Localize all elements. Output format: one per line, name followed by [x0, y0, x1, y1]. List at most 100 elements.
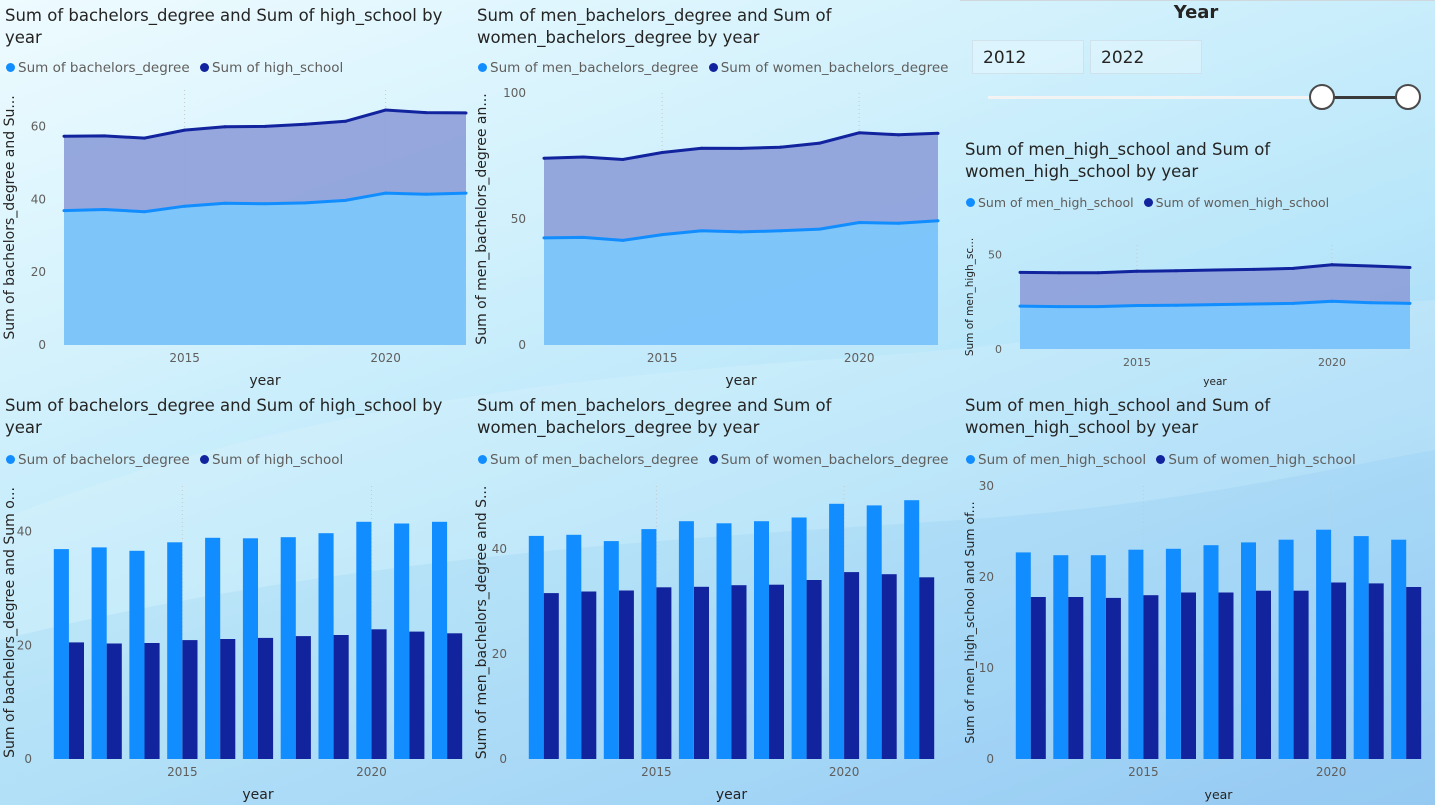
data-point-series-2 — [936, 131, 940, 135]
legend-item[interactable]: Sum of high_school — [199, 60, 343, 76]
bar-series-1 — [866, 505, 882, 759]
bar-series-1 — [904, 500, 920, 759]
x-tick-label: 2020 — [829, 765, 860, 779]
bar-series-1 — [603, 541, 619, 759]
data-point-series-1 — [581, 235, 585, 239]
data-point-series-1 — [303, 201, 307, 205]
area-chart[interactable]: 0 50 100 2015 2020 year Sum of men_bachelors_d… — [472, 80, 952, 395]
legend-item[interactable]: Sum of women_bachelors_degree — [708, 60, 949, 76]
y-tick-label: 20 — [979, 570, 994, 584]
top-divider — [960, 0, 1435, 1]
x-axis-title: year — [1203, 376, 1227, 388]
data-point-series-1 — [1330, 299, 1334, 303]
legend-label: Sum of women_bachelors_degree — [720, 60, 949, 76]
y-tick-label: 0 — [995, 343, 1002, 356]
data-point-series-2 — [1330, 263, 1334, 267]
data-point-series-1 — [142, 210, 146, 214]
x-tick-label: 2015 — [641, 765, 672, 779]
data-point-series-2 — [857, 131, 861, 135]
data-point-series-2 — [183, 128, 187, 132]
y-tick-label: 40 — [31, 192, 46, 206]
data-point-series-1 — [1369, 301, 1373, 305]
bar-series-2 — [295, 636, 311, 759]
slider-start-handle[interactable] — [1309, 84, 1335, 110]
area-chart[interactable]: 0 50 2015 2020 year Sum of men_high_sc... — [960, 215, 1430, 395]
legend-label: Sum of bachelors_degree — [18, 452, 190, 468]
y-axis-title: Sum of men_high_sc... — [964, 238, 976, 356]
slicer-start-input[interactable]: 2012 — [972, 40, 1084, 74]
data-point-series-2 — [621, 158, 625, 162]
bar-series-2 — [806, 580, 822, 759]
data-point-series-1 — [936, 219, 940, 223]
data-point-series-2 — [223, 125, 227, 129]
area-chart[interactable]: 0 20 40 60 2015 2020 year Sum of bachelors_degr… — [0, 80, 475, 395]
legend-label: Sum of men_high_school — [978, 195, 1134, 210]
x-tick-label: 2015 — [169, 351, 200, 365]
bar-series-1 — [432, 521, 448, 759]
bar-series-1 — [791, 517, 807, 759]
legend-item[interactable]: Sum of bachelors_degree — [6, 452, 190, 468]
y-tick-label: 100 — [503, 86, 526, 100]
data-point-series-1 — [223, 201, 227, 205]
bar-series-2 — [1143, 595, 1159, 759]
legend-item[interactable]: Sum of women_high_school — [1156, 452, 1356, 468]
bar-series-1 — [356, 521, 372, 759]
legend-item[interactable]: Sum of women_high_school — [1143, 195, 1329, 210]
data-point-series-2 — [62, 134, 66, 138]
x-tick-label: 2015 — [647, 351, 678, 365]
data-point-series-1 — [660, 233, 664, 237]
bar-series-2 — [182, 640, 198, 759]
chart-title: Sum of men_high_school and Sum of women_… — [965, 396, 1271, 437]
legend-item[interactable]: Sum of men_high_school — [966, 452, 1146, 468]
slider-track[interactable] — [988, 96, 1408, 99]
data-point-series-1 — [1018, 304, 1022, 308]
y-tick-label: 40 — [492, 542, 507, 556]
legend-item[interactable]: Sum of men_high_school — [966, 195, 1134, 210]
bar-series-2 — [581, 591, 597, 759]
bar-series-1 — [167, 542, 183, 759]
bar-series-2 — [769, 584, 784, 759]
data-point-series-2 — [778, 145, 782, 149]
x-tick-label: 2020 — [1316, 765, 1347, 779]
data-point-series-2 — [102, 134, 106, 138]
data-point-series-1 — [818, 227, 822, 231]
legend-item[interactable]: Sum of bachelors_degree — [6, 60, 190, 76]
bar-series-2 — [1368, 583, 1384, 759]
bar-series-1 — [1278, 539, 1294, 759]
data-point-series-1 — [1057, 305, 1061, 309]
bar-series-2 — [618, 590, 634, 759]
bar-chart[interactable]: 0 20 40 2015 2020 year Sum of bachelors_degree… — [0, 472, 475, 804]
data-point-series-1 — [1096, 305, 1100, 309]
data-point-series-1 — [343, 198, 347, 202]
bar-series-2 — [1105, 597, 1121, 759]
bar-chart[interactable]: 0 20 40 2015 2020 year Sum of men_bachelors_de… — [472, 472, 952, 804]
bar-series-2 — [1406, 587, 1422, 759]
bar-series-1 — [205, 537, 221, 759]
legend-item[interactable]: Sum of men_bachelors_degree — [478, 60, 698, 76]
data-point-series-1 — [621, 238, 625, 242]
chart-legend: Sum of men_bachelors_degree Sum of women… — [478, 60, 954, 76]
x-axis-title: year — [249, 373, 280, 389]
y-tick-label: 20 — [17, 638, 32, 652]
y-axis-title: Sum of men_high_school and Sum of... — [962, 501, 977, 743]
legend-item[interactable]: Sum of women_bachelors_degree — [708, 452, 948, 468]
bar-chart[interactable]: 0 10 20 30 2015 2020 year Sum of men_high_schoo… — [960, 472, 1435, 804]
legend-label: Sum of men_high_school — [978, 452, 1147, 468]
bar-series-2 — [106, 643, 122, 759]
slider-end-handle[interactable] — [1395, 84, 1421, 110]
legend-item[interactable]: Sum of high_school — [199, 452, 343, 468]
data-point-series-2 — [343, 119, 347, 123]
y-tick-label: 20 — [31, 265, 46, 279]
data-point-series-1 — [1291, 301, 1295, 305]
data-point-series-1 — [183, 204, 187, 208]
bar-series-2 — [447, 633, 463, 759]
area-fill-series-1 — [1020, 301, 1410, 349]
data-point-series-2 — [1369, 264, 1373, 268]
bar-series-2 — [694, 586, 709, 759]
slicer-end-input[interactable]: 2022 — [1090, 40, 1202, 74]
y-tick-label: 0 — [24, 752, 32, 766]
data-point-series-2 — [1096, 271, 1100, 275]
data-point-series-2 — [897, 133, 901, 137]
legend-item[interactable]: Sum of men_bachelors_degree — [478, 452, 698, 468]
data-point-series-2 — [384, 108, 388, 112]
